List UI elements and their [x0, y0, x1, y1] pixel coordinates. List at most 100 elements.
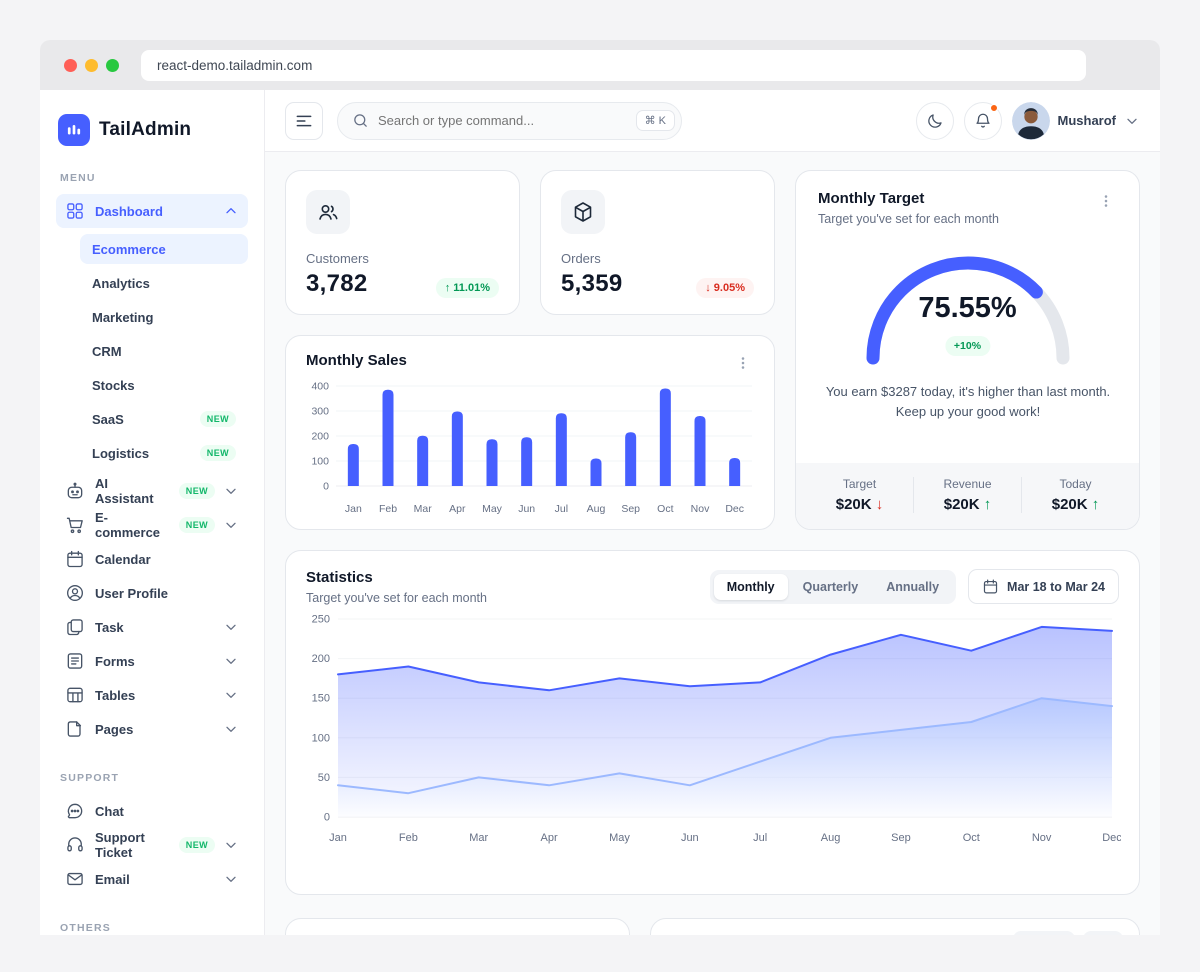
monthly-target-title: Monthly Target [818, 190, 925, 207]
app-logo[interactable]: TailAdmin [56, 114, 248, 146]
kebab-menu-icon[interactable] [732, 352, 754, 374]
forms-icon [65, 651, 85, 671]
browser-chrome: react-demo.tailadmin.com [40, 40, 1160, 90]
traffic-light-zoom[interactable] [106, 58, 119, 72]
sidebar-item-support-ticket[interactable]: Support Ticket NEW [56, 828, 248, 862]
sidebar-item-ai-assistant[interactable]: AI Assistant NEW [56, 474, 248, 508]
svg-text:Dec: Dec [725, 503, 744, 515]
search-input[interactable] [378, 113, 627, 128]
sidebar-item-pages[interactable]: Pages [56, 712, 248, 746]
tab-annually[interactable]: Annually [886, 579, 940, 594]
user-menu[interactable]: Musharof [1011, 101, 1141, 140]
sidebar-subitem-ecommerce[interactable]: Ecommerce [80, 234, 248, 264]
metric-delta-badge: ↓ 9.05% [696, 278, 754, 298]
sidebar-item-forms[interactable]: Forms [56, 644, 248, 678]
sidebar-subitem-saas[interactable]: SaaS NEW [80, 404, 248, 434]
gauge-delta-badge: +10% [944, 336, 991, 356]
svg-text:400: 400 [311, 381, 329, 393]
arrow-up-icon: ↑ [1091, 496, 1100, 513]
user-name: Musharof [1057, 113, 1117, 128]
svg-text:Aug: Aug [821, 832, 841, 844]
arrow-up-icon: ↑ [444, 282, 451, 294]
target-stat-value: $20K ↑ [943, 496, 992, 513]
kebab-menu-icon[interactable] [1095, 190, 1117, 212]
arrow-down-icon: ↓ [875, 496, 884, 513]
notification-dot [989, 103, 998, 112]
svg-text:50: 50 [318, 772, 330, 784]
sidebar-item-chat[interactable]: Chat [56, 794, 248, 828]
metric-label: Customers [306, 251, 369, 266]
sidebar-toggle-button[interactable] [285, 101, 323, 140]
sidebar-subitem-stocks[interactable]: Stocks [80, 370, 248, 400]
mail-icon [65, 869, 85, 889]
monthly-target-subtitle: Target you've set for each month [818, 212, 999, 226]
sidebar-item-label: Chat [95, 803, 124, 819]
url-text: react-demo.tailadmin.com [157, 57, 313, 73]
sidebar-item-email[interactable]: Email [56, 862, 248, 896]
bottom-card-button[interactable] [1083, 931, 1123, 935]
svg-text:100: 100 [311, 456, 329, 468]
sidebar-item-label: Task [95, 619, 124, 635]
sidebar-item-task[interactable]: Task [56, 610, 248, 644]
sidebar: TailAdmin MENU Dashboard Ecommerce Analytic… [40, 90, 265, 935]
bottom-card-button[interactable] [1013, 931, 1075, 935]
monthly-sales-title: Monthly Sales [306, 352, 407, 369]
statistics-area-chart: 0 50 100 150 200 250 Jan Feb Mar Apr May Jun Jul Aug S… [306, 605, 1121, 857]
svg-text:Sep: Sep [891, 832, 911, 844]
sidebar-item-label: Forms [95, 653, 135, 669]
chevron-down-icon [223, 871, 239, 887]
svg-text:Feb: Feb [379, 503, 397, 515]
metric-value: 5,359 [561, 270, 623, 297]
target-stat-value: $20K ↑ [1051, 496, 1100, 513]
tab-monthly[interactable]: Monthly [713, 573, 788, 600]
browser-window: react-demo.tailadmin.com TailAdmin MENU D… [40, 40, 1160, 935]
chevron-down-icon [223, 687, 239, 703]
tab-quarterly[interactable]: Quarterly [802, 579, 859, 594]
sidebar-nav: MENU Dashboard Ecommerce Analytics Marketing… [56, 172, 248, 935]
svg-text:Dec: Dec [1102, 832, 1121, 844]
bot-icon [65, 481, 85, 501]
sidebar-item-calendar[interactable]: Calendar [56, 542, 248, 576]
sidebar-item-tables[interactable]: Tables [56, 678, 248, 712]
metric-value: 3,782 [306, 270, 368, 297]
svg-text:Oct: Oct [963, 832, 980, 844]
svg-text:300: 300 [311, 406, 329, 418]
svg-text:0: 0 [323, 481, 329, 493]
chevron-down-icon [223, 483, 239, 499]
svg-text:Aug: Aug [587, 503, 606, 515]
metric-label: Orders [561, 251, 601, 266]
traffic-light-minimize[interactable] [85, 58, 98, 72]
new-badge: NEW [178, 483, 215, 499]
statistics-subtitle: Target you've set for each month [306, 591, 487, 605]
sidebar-subitem-analytics[interactable]: Analytics [80, 268, 248, 298]
search-box[interactable]: ⌘ K [337, 101, 682, 140]
date-range-label: Mar 18 to Mar 24 [1007, 579, 1105, 594]
metric-card-customers: Customers 3,782 ↑ 11.01% [285, 170, 520, 315]
sidebar-subitem-crm[interactable]: CRM [80, 336, 248, 366]
sidebar-item-label: Support Ticket [95, 830, 145, 860]
sidebar-subitem-marketing[interactable]: Marketing [80, 302, 248, 332]
sidebar-section-label: MENU [60, 172, 96, 184]
svg-text:0: 0 [324, 812, 330, 824]
sidebar-item-e-commerce[interactable]: E-commerce NEW [56, 508, 248, 542]
date-range-button[interactable]: Mar 18 to Mar 24 [968, 569, 1119, 604]
sidebar-item-dashboard[interactable]: Dashboard [56, 194, 248, 228]
traffic-light-close[interactable] [64, 58, 77, 72]
notifications-button[interactable] [963, 101, 1002, 140]
sidebar-section-label: OTHERS [60, 922, 111, 934]
svg-text:Sep: Sep [621, 503, 640, 515]
url-bar[interactable]: react-demo.tailadmin.com [141, 49, 1086, 81]
chevron-down-icon [223, 721, 239, 737]
sidebar-item-label: Pages [95, 721, 134, 737]
sidebar-item-user-profile[interactable]: User Profile [56, 576, 248, 610]
app-header: ⌘ K Musharof [265, 90, 1160, 152]
target-stat-label: Target [842, 477, 877, 491]
svg-text:Oct: Oct [657, 503, 673, 515]
sidebar-subitem-logistics[interactable]: Logistics NEW [80, 438, 248, 468]
dark-mode-button[interactable] [915, 101, 954, 140]
monthly-target-card: Monthly Target Target you've set for eac… [795, 170, 1140, 530]
sidebar-subitem-label: Logistics [92, 445, 150, 461]
svg-text:Nov: Nov [691, 503, 710, 515]
new-badge: NEW [178, 517, 215, 533]
svg-text:Mar: Mar [414, 503, 433, 515]
